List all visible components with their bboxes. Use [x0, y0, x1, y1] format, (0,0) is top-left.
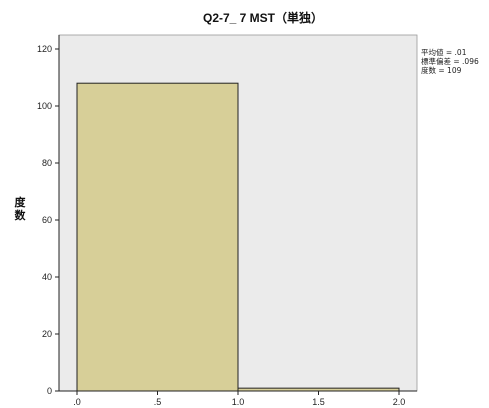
stat-line: 度数 = 109: [421, 65, 462, 75]
x-tick-label: 2.0: [393, 397, 406, 407]
x-tick-label: 1.5: [312, 397, 325, 407]
y-tick-label: 20: [42, 329, 52, 339]
x-tick-label: 1.0: [232, 397, 245, 407]
y-axis: 0 20 40 60 80 100 120: [37, 35, 60, 396]
y-tick-label: 0: [47, 386, 52, 396]
stat-line: 標準偏差 = .096: [421, 56, 479, 66]
x-axis: .0 .5 1.0 1.5 2.0: [59, 390, 417, 407]
x-tick-label: .0: [73, 397, 81, 407]
y-tick-label: 120: [37, 44, 52, 54]
y-tick-label: 40: [42, 272, 52, 282]
stat-line: 平均値 = .01: [421, 47, 467, 57]
histogram-bar-0: [76, 82, 239, 392]
x-tick-label: .5: [154, 397, 162, 407]
chart-title: Q2-7_ 7 MST（単独）: [203, 10, 323, 25]
y-tick-label: 60: [42, 215, 52, 225]
y-axis-label: 度数: [15, 195, 27, 222]
bars: [76, 82, 400, 392]
y-tick-label: 100: [37, 101, 52, 111]
y-tick-label: 80: [42, 158, 52, 168]
